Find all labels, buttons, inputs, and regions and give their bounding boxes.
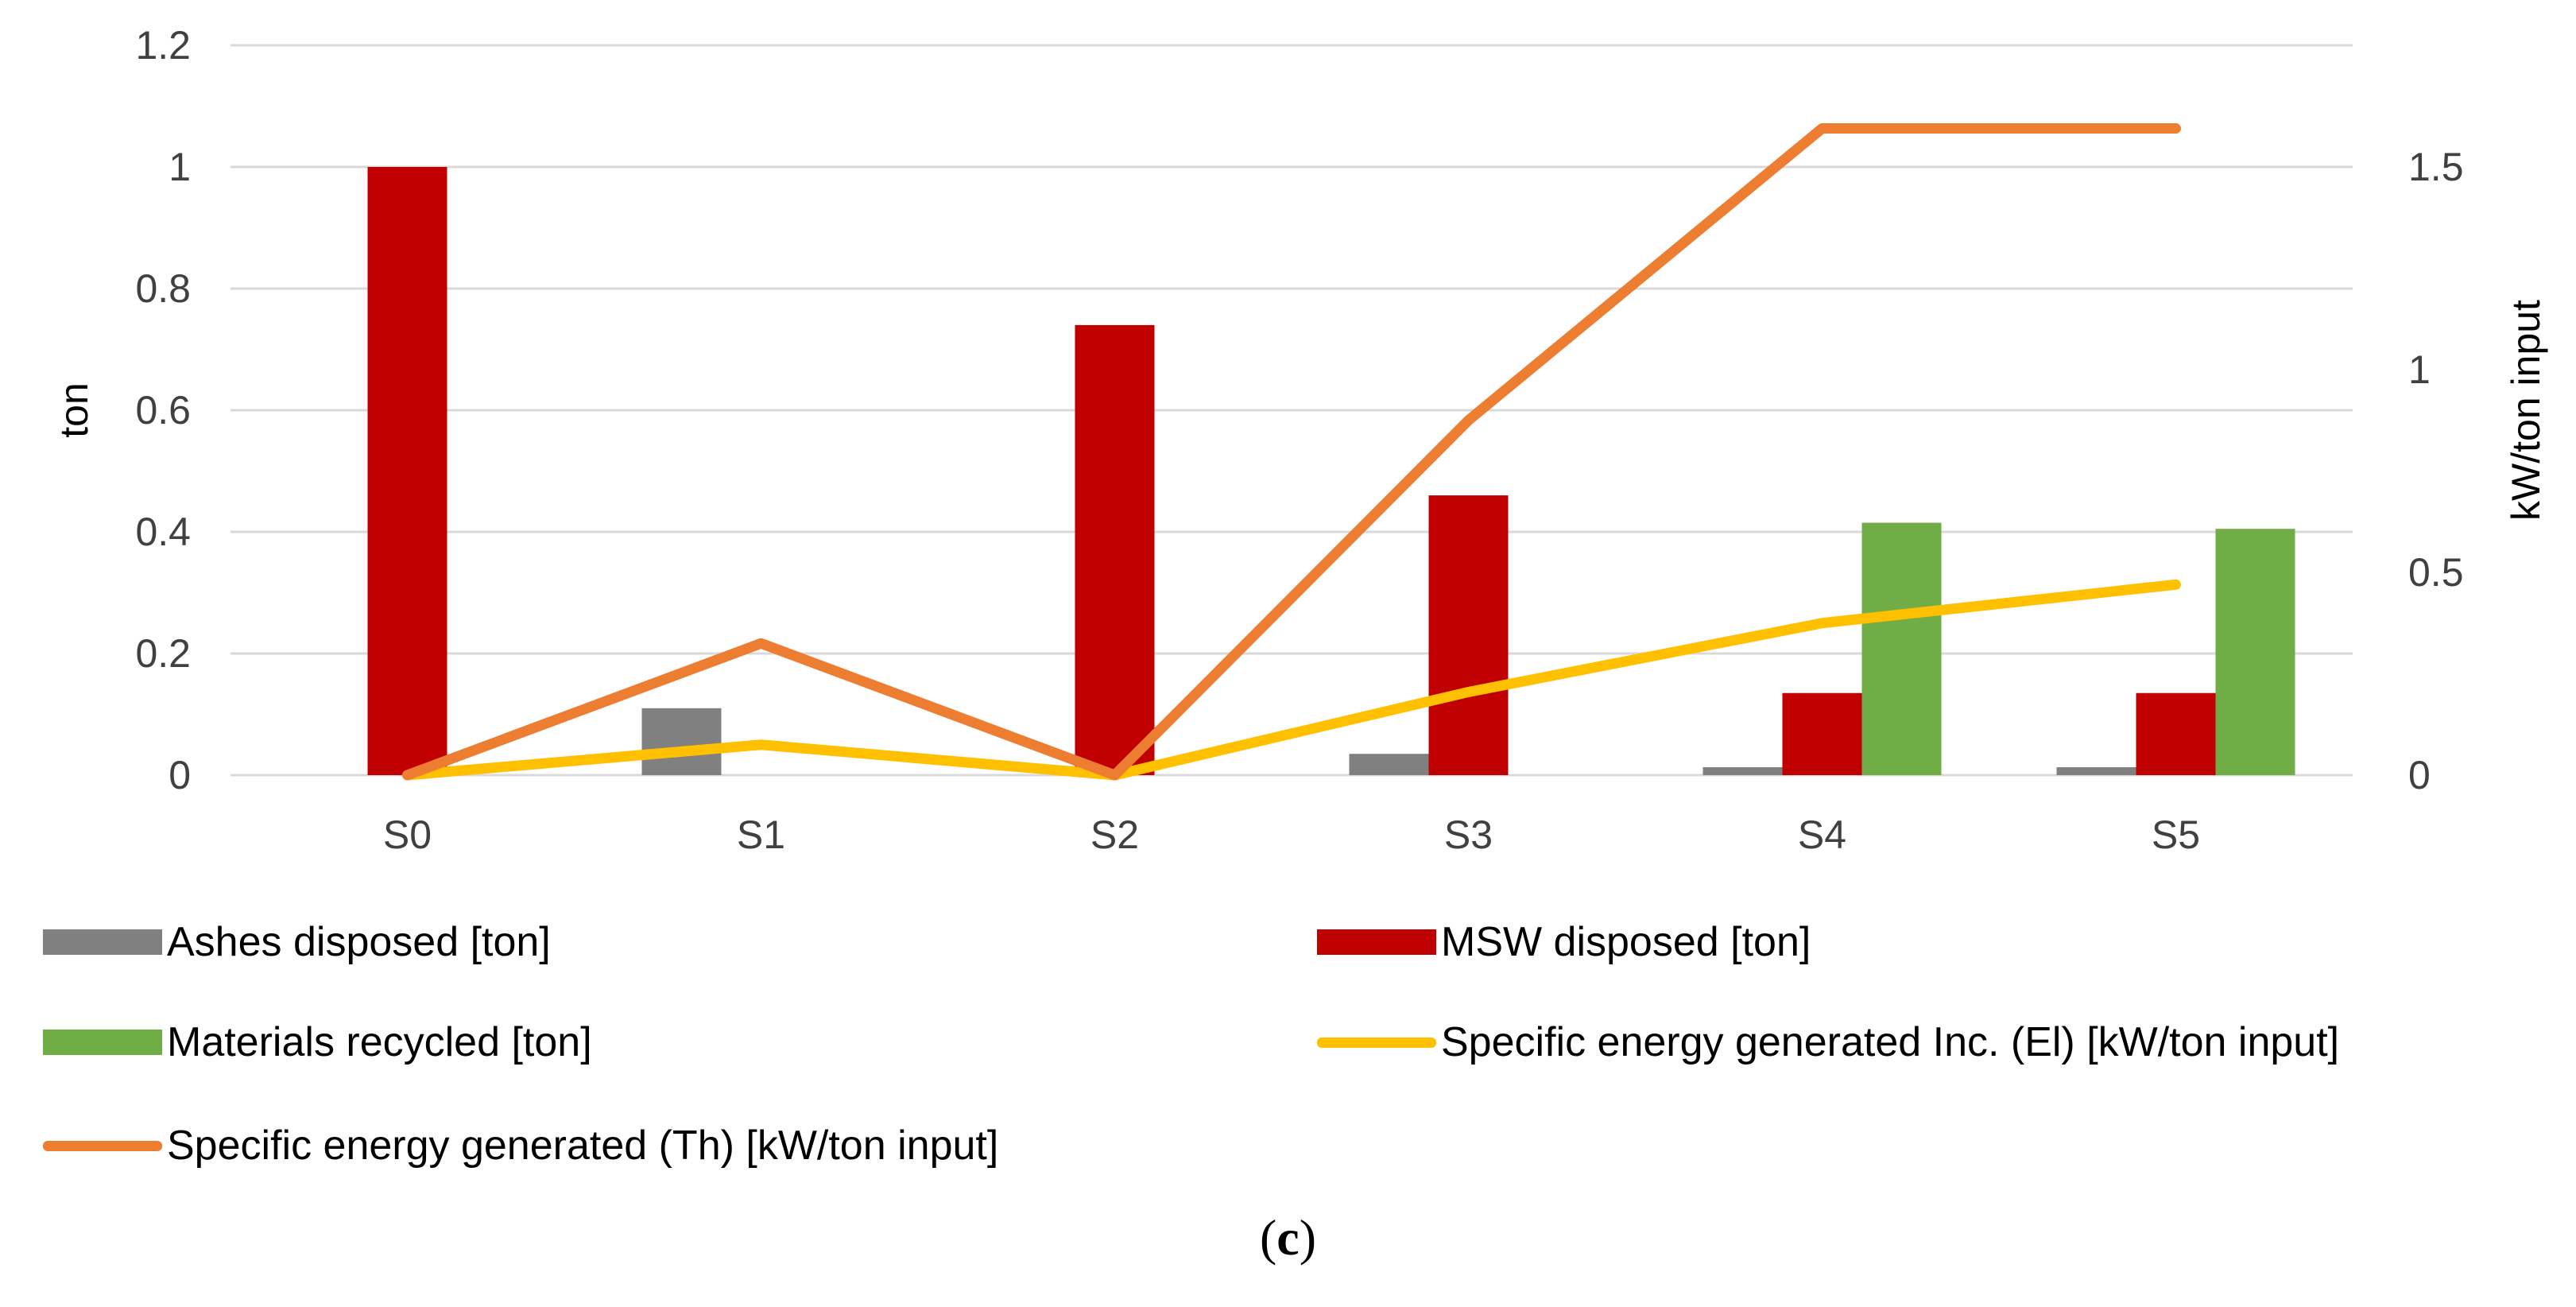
left-tick-label: 0.6 bbox=[135, 388, 191, 432]
right-axis-ticks: 0 0.5 1 1.5 bbox=[2408, 145, 2464, 797]
bar-recycled-s5 bbox=[2215, 529, 2295, 775]
bar-recycled-s4 bbox=[1861, 522, 1942, 775]
right-tick-label: 0.5 bbox=[2408, 550, 2464, 595]
right-tick-label: 1 bbox=[2408, 347, 2431, 392]
left-tick-label: 0 bbox=[169, 753, 191, 797]
x-tick-label-s5: S5 bbox=[2152, 813, 2200, 857]
line-marks bbox=[402, 123, 2181, 781]
caption-close: ) bbox=[1299, 1209, 1317, 1266]
x-tick-label-s0: S0 bbox=[383, 813, 432, 857]
left-tick-label: 0.2 bbox=[135, 631, 191, 676]
line-series-el bbox=[402, 579, 2181, 781]
bar-ashes-s3 bbox=[1349, 754, 1429, 775]
right-tick-label: 0 bbox=[2408, 753, 2431, 797]
right-axis-title: kW/ton input bbox=[2504, 300, 2548, 521]
gridlines bbox=[230, 44, 2353, 777]
x-tick-label-s4: S4 bbox=[1798, 813, 1846, 857]
left-tick-label: 1 bbox=[169, 145, 191, 189]
bar-msw-s5 bbox=[2136, 692, 2216, 775]
x-axis-ticks: S0 S1 S2 S3 S4 S5 bbox=[383, 813, 2200, 857]
left-tick-label: 0.4 bbox=[135, 510, 191, 554]
line-series-th bbox=[402, 123, 2181, 781]
left-tick-label: 1.2 bbox=[135, 23, 191, 68]
bar-msw-s4 bbox=[1782, 692, 1862, 775]
bar-ashes-s5 bbox=[2056, 767, 2136, 775]
left-axis-ticks: 0 0.2 0.4 0.6 0.8 1 1.2 bbox=[135, 23, 191, 797]
left-tick-label: 0.8 bbox=[135, 266, 191, 311]
bar-msw-s3 bbox=[1428, 495, 1509, 775]
caption-open: ( bbox=[1259, 1209, 1277, 1266]
bar-msw-s0 bbox=[367, 167, 447, 775]
figure-caption: (c) bbox=[0, 1208, 2576, 1267]
bar-ashes-s4 bbox=[1702, 767, 1783, 775]
caption-letter: c bbox=[1276, 1209, 1300, 1266]
left-axis-title: ton bbox=[52, 382, 96, 438]
x-tick-label-s1: S1 bbox=[737, 813, 785, 857]
bar-marks bbox=[367, 167, 2295, 775]
bar-msw-s2 bbox=[1075, 324, 1155, 775]
x-tick-label-s2: S2 bbox=[1090, 813, 1139, 857]
x-tick-label-s3: S3 bbox=[1444, 813, 1493, 857]
bar-ashes-s1 bbox=[641, 708, 722, 775]
combo-chart: 00.20.40.60.811.2 00.511.5 S0 S1 S2 S3 S4 S5 … bbox=[52, 23, 2548, 857]
right-tick-label: 1.5 bbox=[2408, 145, 2464, 189]
